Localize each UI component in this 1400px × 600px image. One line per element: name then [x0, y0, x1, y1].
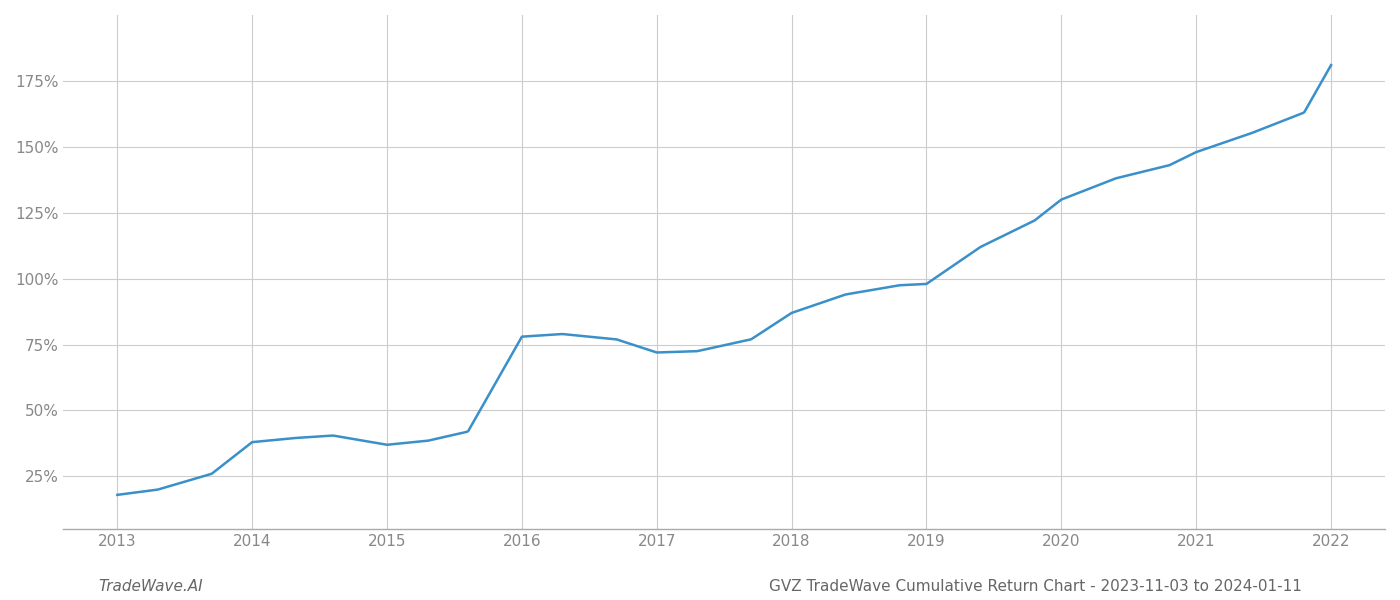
Text: GVZ TradeWave Cumulative Return Chart - 2023-11-03 to 2024-01-11: GVZ TradeWave Cumulative Return Chart - …	[769, 579, 1302, 594]
Text: TradeWave.AI: TradeWave.AI	[98, 579, 203, 594]
